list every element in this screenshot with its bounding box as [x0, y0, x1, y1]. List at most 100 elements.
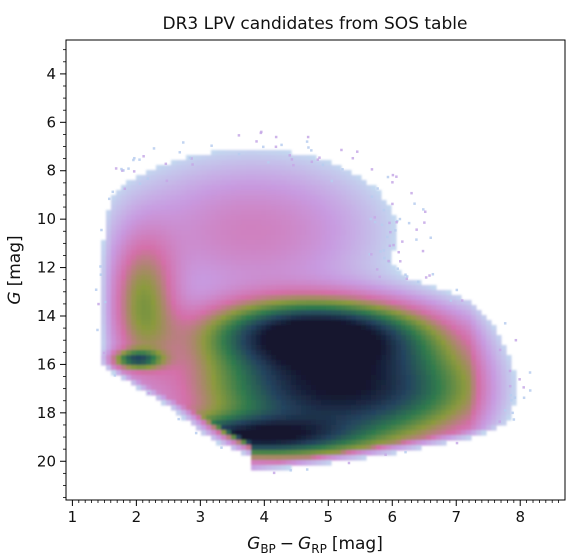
density-cell [311, 375, 317, 381]
outlier-point [423, 221, 426, 224]
density-cell [306, 415, 312, 421]
density-cell [311, 275, 317, 281]
density-cell [216, 195, 222, 201]
density-cell [116, 305, 122, 311]
density-cell [441, 375, 447, 381]
density-cell [341, 375, 347, 381]
density-cell [136, 235, 142, 241]
density-cell [286, 305, 292, 311]
density-cell [371, 360, 377, 366]
density-cell [261, 400, 267, 406]
density-cell [216, 385, 222, 391]
density-cell [441, 315, 447, 321]
outlier-point [391, 173, 395, 177]
density-cell [151, 260, 157, 266]
density-cell [266, 250, 272, 256]
density-cell [211, 415, 217, 421]
density-cell [381, 375, 387, 381]
density-cell [436, 320, 442, 326]
density-cell [191, 325, 197, 331]
density-cell [246, 340, 252, 346]
density-cell [176, 320, 182, 326]
density-cell [401, 300, 407, 306]
density-cell [171, 230, 177, 236]
density-cell [326, 190, 332, 196]
density-cell [296, 365, 302, 371]
density-cell [386, 400, 392, 406]
density-cell [371, 345, 377, 351]
density-cell [421, 440, 427, 446]
density-cell [476, 335, 482, 341]
density-cell [236, 215, 242, 221]
outlier-point [210, 144, 213, 147]
density-cell [211, 330, 217, 336]
density-cell [391, 435, 397, 441]
density-cell [351, 390, 357, 396]
density-cell [181, 355, 187, 361]
density-cell [426, 335, 432, 341]
density-cell [201, 365, 207, 371]
density-cell [246, 405, 252, 411]
density-cell [436, 300, 442, 306]
outlier-point [191, 163, 194, 166]
density-cell [316, 210, 322, 216]
density-cell [421, 305, 427, 311]
density-cell [171, 270, 177, 276]
density-cell [296, 180, 302, 186]
density-cell [306, 355, 312, 361]
density-cell [361, 265, 367, 271]
density-cell [221, 290, 227, 296]
density-cell [451, 330, 457, 336]
density-cell [436, 330, 442, 336]
density-cell [251, 185, 257, 191]
density-cell [391, 400, 397, 406]
density-cell [141, 225, 147, 231]
density-cell [376, 190, 382, 196]
density-cell [256, 230, 262, 236]
density-cell [296, 295, 302, 301]
density-cell [351, 300, 357, 306]
density-cell [406, 425, 412, 431]
density-cell [251, 380, 257, 386]
density-cell [331, 295, 337, 301]
density-cell [341, 235, 347, 241]
density-cell [386, 275, 392, 281]
density-cell [271, 265, 277, 271]
density-cell [351, 420, 357, 426]
density-cell [376, 330, 382, 336]
density-cell [371, 335, 377, 341]
density-cell [176, 395, 182, 401]
density-cell [291, 335, 297, 341]
density-cell [371, 340, 377, 346]
density-cell [261, 320, 267, 326]
density-cell [366, 230, 372, 236]
density-cell [206, 195, 212, 201]
density-cell [236, 185, 242, 191]
density-cell [241, 175, 247, 181]
density-cell [206, 340, 212, 346]
density-cell [236, 310, 242, 316]
density-cell [211, 375, 217, 381]
density-cell [301, 235, 307, 241]
density-cell [181, 295, 187, 301]
density-cell [111, 195, 117, 201]
density-cell [196, 285, 202, 291]
density-cell [496, 355, 502, 361]
density-cell [206, 375, 212, 381]
density-cell [441, 420, 447, 426]
density-cell [176, 410, 182, 416]
density-cell [266, 375, 272, 381]
density-cell [266, 170, 272, 176]
density-cell [466, 315, 472, 321]
density-cell [106, 290, 112, 296]
density-cell [496, 370, 502, 376]
density-cell [341, 205, 347, 211]
density-cell [356, 325, 362, 331]
density-cell [381, 230, 387, 236]
density-cell [431, 305, 437, 311]
density-cell [296, 330, 302, 336]
density-cell [241, 190, 247, 196]
density-cell [476, 330, 482, 336]
density-cell [346, 405, 352, 411]
density-cell [291, 355, 297, 361]
